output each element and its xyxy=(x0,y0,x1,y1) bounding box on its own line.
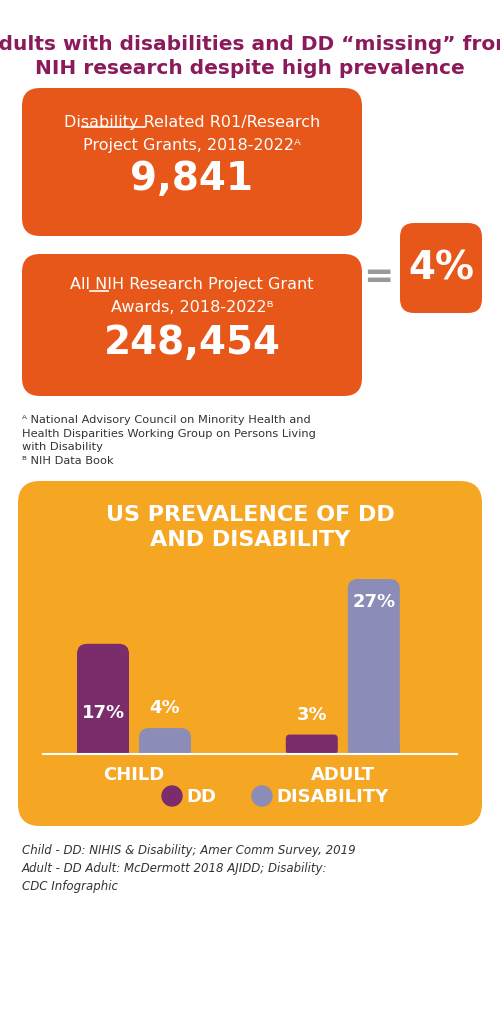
FancyBboxPatch shape xyxy=(18,481,482,826)
Text: Disability Related R01/Research: Disability Related R01/Research xyxy=(64,114,320,129)
Text: 4%: 4% xyxy=(408,250,474,288)
Text: 17%: 17% xyxy=(82,704,124,722)
FancyBboxPatch shape xyxy=(286,735,338,754)
Text: AND DISABILITY: AND DISABILITY xyxy=(150,530,350,549)
Text: ᴬ National Advisory Council on Minority Health and
Health Disparities Working Gr: ᴬ National Advisory Council on Minority … xyxy=(22,415,316,452)
Text: DD: DD xyxy=(186,788,216,805)
Text: NIH research despite high prevalence: NIH research despite high prevalence xyxy=(35,59,465,78)
Bar xyxy=(77,744,129,754)
Text: 3%: 3% xyxy=(296,705,327,723)
FancyBboxPatch shape xyxy=(22,255,362,396)
Text: All NIH Research Project Grant: All NIH Research Project Grant xyxy=(70,277,314,292)
Text: US PREVALENCE OF DD: US PREVALENCE OF DD xyxy=(106,504,395,525)
Text: Adults with disabilities and DD “missing” from: Adults with disabilities and DD “missing… xyxy=(0,34,500,54)
Text: 4%: 4% xyxy=(150,699,180,717)
Text: 9,841: 9,841 xyxy=(130,160,254,198)
Text: =: = xyxy=(363,260,393,294)
Circle shape xyxy=(162,787,182,806)
Text: DISABILITY: DISABILITY xyxy=(276,788,388,805)
Text: ᴮ NIH Data Book: ᴮ NIH Data Book xyxy=(22,456,114,465)
Text: Child - DD: NIHIS & Disability; Amer Comm Survey, 2019: Child - DD: NIHIS & Disability; Amer Com… xyxy=(22,843,355,856)
Text: CDC Infographic: CDC Infographic xyxy=(22,880,118,892)
Text: ADULT: ADULT xyxy=(310,765,375,784)
Circle shape xyxy=(252,787,272,806)
Text: Awards, 2018-2022ᴮ: Awards, 2018-2022ᴮ xyxy=(110,300,274,315)
Bar xyxy=(139,744,191,754)
Text: 27%: 27% xyxy=(352,592,396,611)
FancyBboxPatch shape xyxy=(400,223,482,313)
Text: CHILD: CHILD xyxy=(104,765,164,784)
FancyBboxPatch shape xyxy=(139,728,191,754)
FancyBboxPatch shape xyxy=(77,644,129,754)
Text: Adult - DD Adult: McDermott 2018 AJIDD; Disability:: Adult - DD Adult: McDermott 2018 AJIDD; … xyxy=(22,861,328,875)
FancyBboxPatch shape xyxy=(348,579,400,754)
Bar xyxy=(348,744,400,754)
Text: 248,454: 248,454 xyxy=(104,324,281,362)
FancyBboxPatch shape xyxy=(22,89,362,237)
Text: Project Grants, 2018-2022ᴬ: Project Grants, 2018-2022ᴬ xyxy=(83,137,301,153)
